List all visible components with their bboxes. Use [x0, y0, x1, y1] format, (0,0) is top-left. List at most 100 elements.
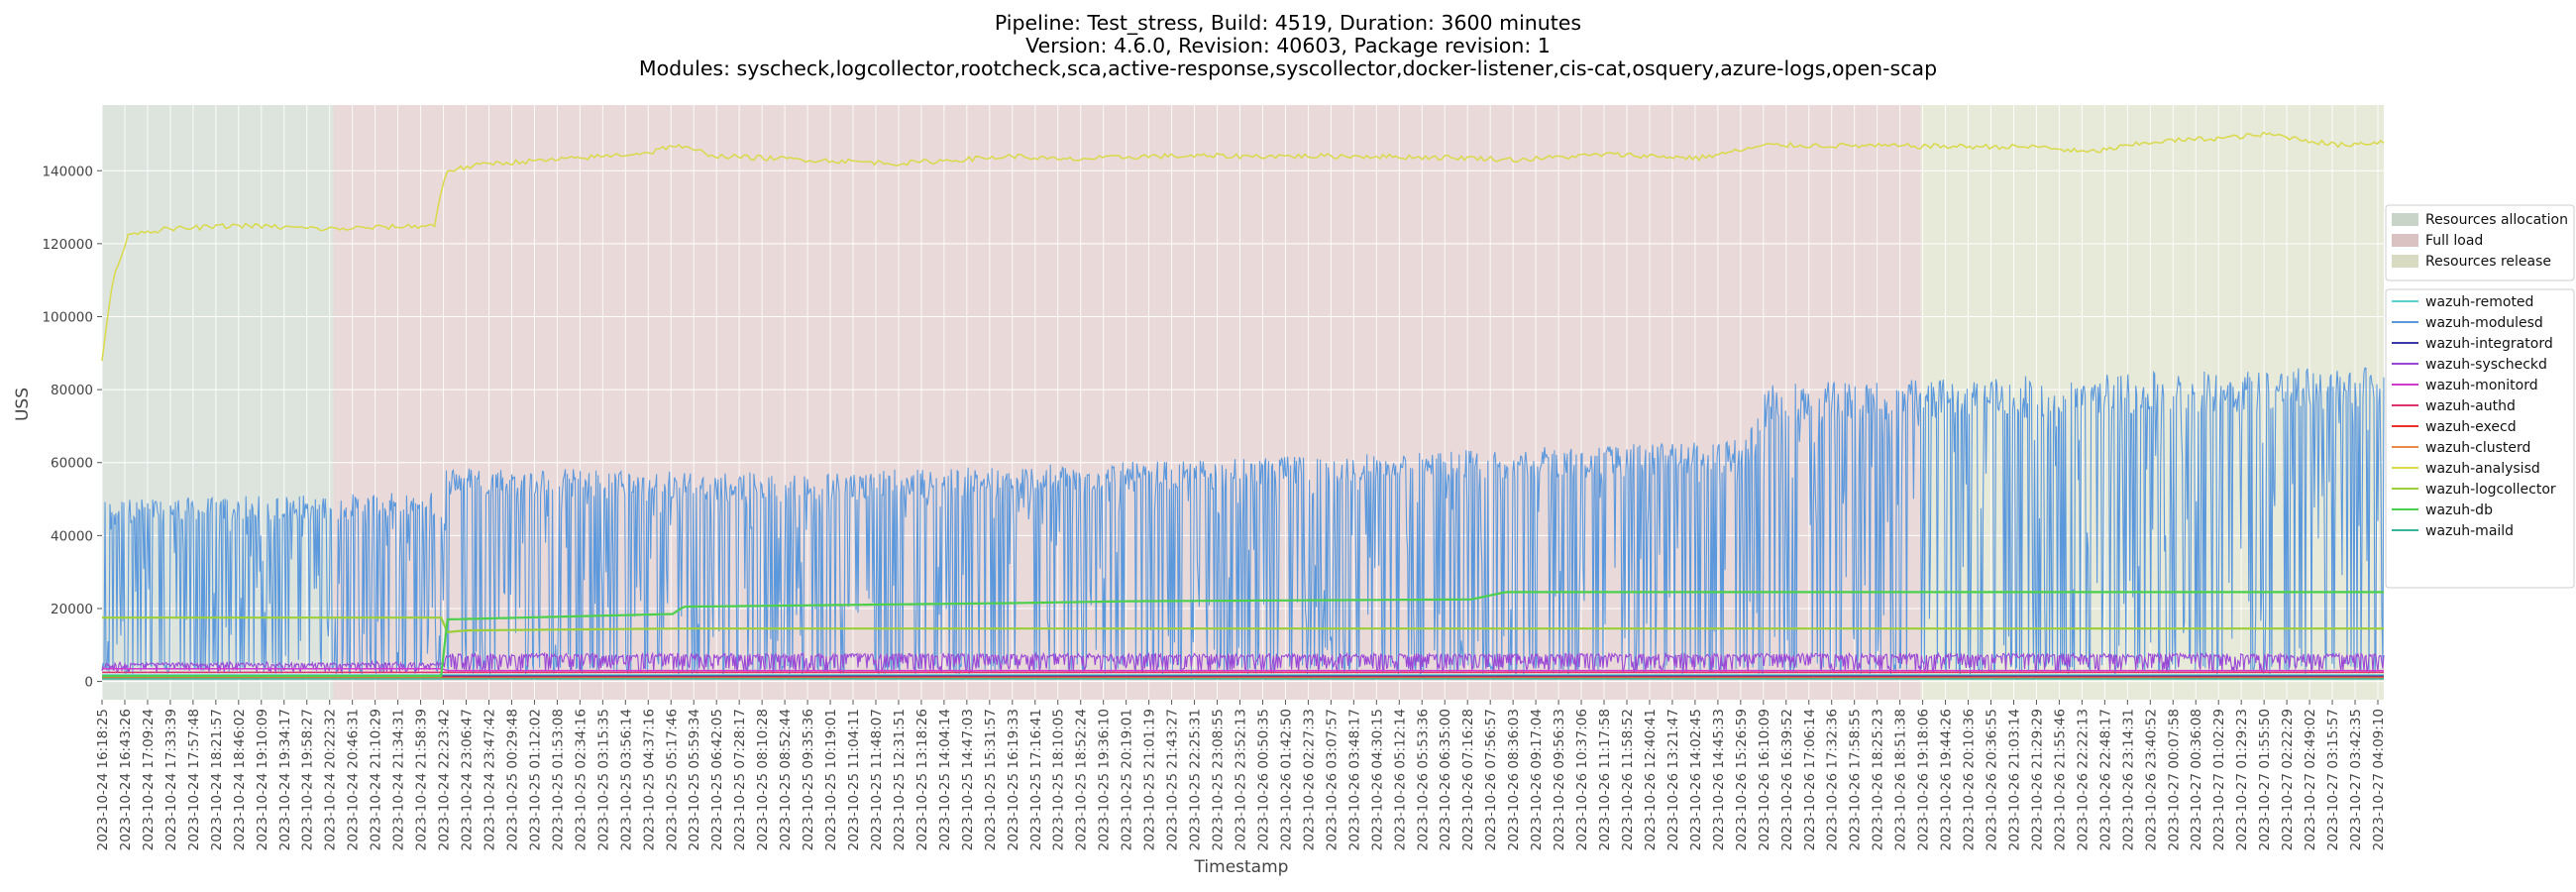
x-tick-label: 2023-10-25 20:19:01	[1120, 709, 1135, 850]
chart-title-line-1: Pipeline: Test_stress, Build: 4519, Dura…	[995, 11, 1581, 36]
x-tick-label: 2023-10-26 17:06:14	[1802, 709, 1818, 850]
x-tick-label: 2023-10-26 03:07:57	[1324, 709, 1340, 850]
phase-legend-swatch-0	[2392, 213, 2418, 226]
x-tick-label: 2023-10-27 01:29:23	[2234, 709, 2250, 850]
series-legend-box	[2385, 288, 2575, 589]
x-tick-label: 2023-10-24 19:58:27	[300, 709, 316, 850]
x-tick-label: 2023-10-26 07:16:28	[1460, 709, 1476, 850]
x-tick-label: 2023-10-25 12:31:51	[892, 709, 908, 850]
x-tick-label: 2023-10-27 04:09:10	[2371, 709, 2387, 850]
y-tick-label: 140000	[42, 164, 93, 179]
series-legend-label-wazuh-maild: wazuh-maild	[2425, 523, 2514, 539]
series-legend-label-wazuh-modulesd: wazuh-modulesd	[2425, 315, 2543, 331]
y-tick-label: 100000	[42, 309, 93, 325]
x-tick-label: 2023-10-25 15:31:57	[983, 709, 999, 850]
x-tick-label: 2023-10-25 03:56:14	[618, 709, 634, 850]
x-tick-label: 2023-10-24 20:22:32	[323, 709, 339, 850]
x-tick-label: 2023-10-27 02:22:29	[2280, 709, 2296, 850]
y-tick-label: 120000	[42, 237, 93, 253]
x-axis-label: Timestamp	[1194, 857, 1289, 877]
x-tick-label: 2023-10-26 22:22:13	[2075, 709, 2091, 850]
x-tick-label: 2023-10-24 21:58:39	[414, 709, 430, 850]
x-tick-label: 2023-10-26 20:36:55	[1985, 709, 2000, 850]
x-tick-label: 2023-10-25 09:35:36	[801, 709, 816, 850]
x-tick-label: 2023-10-24 19:10:09	[255, 709, 270, 850]
phase-legend-label-1: Full load	[2425, 233, 2483, 249]
x-tick-label: 2023-10-27 03:15:57	[2325, 709, 2341, 850]
x-tick-label: 2023-10-27 00:36:08	[2189, 709, 2204, 850]
series-line-wazuh-db	[102, 591, 2384, 678]
y-tick-label: 0	[84, 675, 93, 691]
series-legend-label-wazuh-authd: wazuh-authd	[2425, 398, 2516, 414]
y-tick-label: 40000	[51, 528, 93, 544]
x-tick-label: 2023-10-26 19:44:26	[1939, 709, 1955, 850]
x-tick-label: 2023-10-26 18:25:23	[1871, 709, 1886, 850]
x-tick-label: 2023-10-27 03:42:35	[2348, 709, 2364, 850]
x-tick-label: 2023-10-24 16:43:26	[118, 709, 134, 850]
x-tick-label: 2023-10-26 17:32:36	[1825, 709, 1841, 850]
x-tick-label: 2023-10-26 14:45:33	[1711, 709, 1727, 850]
x-tick-label: 2023-10-26 23:40:52	[2143, 709, 2159, 850]
x-tick-label: 2023-10-26 15:26:59	[1734, 709, 1750, 850]
x-tick-label: 2023-10-25 10:19:01	[823, 709, 839, 850]
series-legend-label-wazuh-logcollector: wazuh-logcollector	[2425, 482, 2556, 498]
y-tick-label: 80000	[51, 383, 93, 398]
x-tick-label: 2023-10-26 11:58:52	[1620, 709, 1636, 850]
x-tick-label: 2023-10-24 18:21:57	[209, 709, 225, 850]
x-tick-label: 2023-10-24 21:10:29	[369, 709, 384, 850]
x-tick-label: 2023-10-24 17:33:39	[163, 709, 179, 850]
x-tick-label: 2023-10-25 04:37:16	[641, 709, 657, 850]
x-tick-label: 2023-10-24 23:06:47	[460, 709, 476, 850]
x-tick-label: 2023-10-26 22:48:17	[2097, 709, 2113, 850]
phase-legend: Resources allocation Full load Resources r…	[2385, 204, 2575, 281]
x-tick-label: 2023-10-24 16:18:25	[95, 709, 111, 850]
x-tick-label: 2023-10-26 05:53:36	[1415, 709, 1431, 850]
x-axis: 2023-10-24 16:18:25 2023-10-24 16:43:26 20…	[95, 700, 2387, 850]
x-tick-label: 2023-10-25 07:28:17	[732, 709, 748, 850]
x-tick-label: 2023-10-26 09:56:33	[1552, 709, 1567, 850]
x-tick-label: 2023-10-25 03:15:35	[595, 709, 611, 850]
x-tick-label: 2023-10-26 18:51:38	[1893, 709, 1909, 850]
x-tick-label: 2023-10-24 17:57:48	[186, 709, 202, 850]
x-tick-label: 2023-10-26 23:14:31	[2120, 709, 2136, 850]
x-tick-label: 2023-10-24 18:46:02	[232, 709, 248, 850]
series-legend-label-wazuh-execd: wazuh-execd	[2425, 419, 2517, 435]
x-tick-label: 2023-10-26 03:48:17	[1346, 709, 1362, 850]
x-tick-label: 2023-10-25 21:01:19	[1142, 709, 1158, 850]
chart-title-line-3: Modules: syscheck,logcollector,rootcheck…	[639, 56, 1937, 80]
y-axis: 0 20000 40000 60000 80000 100000 120000 140000	[42, 164, 102, 691]
x-tick-label: 2023-10-26 21:29:29	[2029, 709, 2045, 850]
x-tick-label: 2023-10-25 13:18:26	[914, 709, 930, 850]
x-tick-label: 2023-10-26 11:17:58	[1597, 709, 1613, 850]
x-tick-label: 2023-10-26 01:42:50	[1278, 709, 1294, 850]
x-tick-label: 2023-10-25 23:52:13	[1234, 709, 1249, 850]
x-tick-label: 2023-10-25 23:08:55	[1211, 709, 1227, 850]
x-tick-label: 2023-10-25 17:16:41	[1028, 709, 1044, 850]
x-tick-label: 2023-10-26 12:40:41	[1643, 709, 1659, 850]
x-tick-label: 2023-10-26 02:27:33	[1301, 709, 1317, 850]
x-tick-label: 2023-10-26 05:12:14	[1392, 709, 1408, 850]
x-tick-label: 2023-10-24 19:34:17	[277, 709, 293, 850]
x-tick-label: 2023-10-24 23:47:42	[482, 709, 497, 850]
x-tick-label: 2023-10-25 05:59:34	[687, 709, 702, 850]
x-tick-label: 2023-10-27 01:02:29	[2211, 709, 2227, 850]
x-tick-label: 2023-10-26 16:10:09	[1757, 709, 1772, 850]
series-line-wazuh-modulesd	[101, 367, 2385, 676]
x-tick-label: 2023-10-25 11:04:11	[846, 709, 862, 850]
series-legend-label-wazuh-remoted: wazuh-remoted	[2425, 294, 2533, 310]
x-tick-label: 2023-10-25 21:43:27	[1165, 709, 1181, 850]
x-tick-label: 2023-10-25 18:10:05	[1051, 709, 1067, 850]
series-legend-label-wazuh-db: wazuh-db	[2425, 502, 2493, 518]
phase-legend-swatch-2	[2392, 255, 2418, 268]
series-legend-label-wazuh-analysisd: wazuh-analysisd	[2425, 461, 2540, 477]
chart-title-line-2: Version: 4.6.0, Revision: 40603, Package…	[1025, 34, 1551, 57]
x-tick-label: 2023-10-27 01:55:50	[2257, 709, 2273, 850]
x-tick-label: 2023-10-25 00:29:48	[504, 709, 520, 850]
x-tick-label: 2023-10-25 22:25:31	[1188, 709, 1204, 850]
y-tick-label: 60000	[51, 456, 93, 472]
series-line-wazuh-logcollector	[102, 616, 2384, 633]
x-tick-label: 2023-10-26 07:56:57	[1483, 709, 1499, 850]
x-tick-label: 2023-10-26 00:50:35	[1255, 709, 1271, 850]
series-lines	[101, 131, 2385, 680]
